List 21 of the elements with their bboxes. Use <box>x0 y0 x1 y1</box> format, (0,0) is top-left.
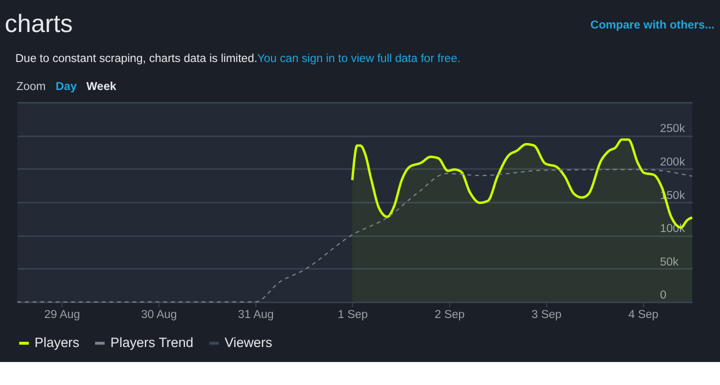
text: Zoom <box>16 80 46 93</box>
x-tick-label: 2 Sep <box>434 308 465 321</box>
text: Day <box>56 80 78 93</box>
text: Due to constant scraping, charts data is limited. <box>15 52 258 65</box>
x-tick-label: 3 Sep <box>531 308 562 321</box>
y-tick-label: 200k <box>660 156 686 168</box>
text: Week <box>86 80 117 93</box>
x-tick-label: 29 Aug <box>44 308 80 321</box>
text: Compare with others... <box>590 19 715 32</box>
x-tick-label: 1 Sep <box>338 308 368 321</box>
y-tick-label: 0 <box>660 290 666 302</box>
legend-label: Viewers <box>224 335 272 350</box>
chart-title: charts <box>4 10 73 38</box>
x-tick-label: 31 Aug <box>238 308 274 321</box>
y-tick-label: 250k <box>660 123 686 136</box>
text: You can sign in to view full data for free. <box>257 52 460 65</box>
x-tick-label: 30 Aug <box>141 308 177 321</box>
legend-label: Players Trend <box>110 335 194 350</box>
legend-label: Players <box>34 335 80 350</box>
x-tick-label: 4 Sep <box>628 308 658 321</box>
y-tick-label: 50k <box>660 256 679 268</box>
